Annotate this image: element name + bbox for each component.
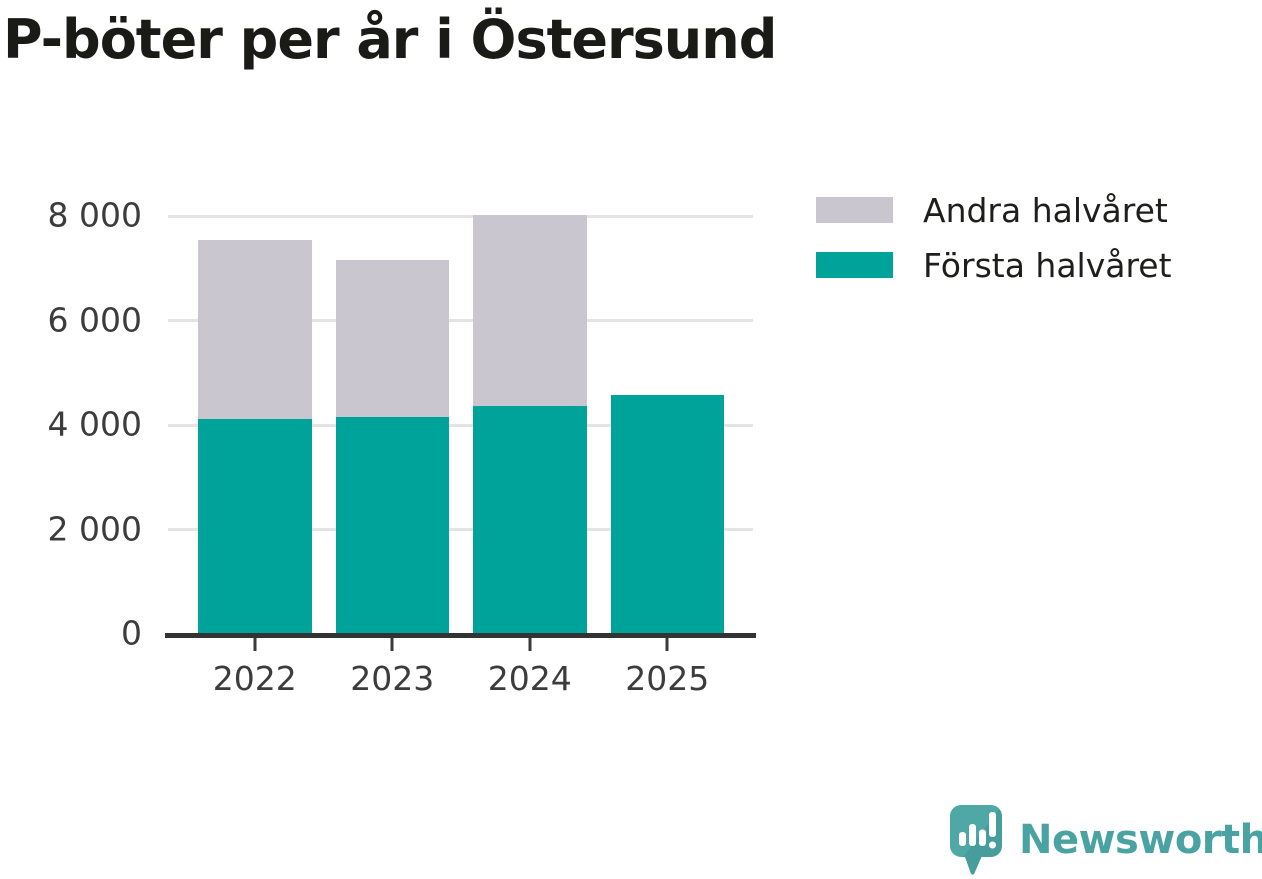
legend-label: Första halvåret	[923, 245, 1172, 285]
bar-2022-f-rsta-halv-ret	[198, 418, 312, 634]
page-title: P-böter per år i Östersund	[3, 8, 777, 71]
legend: Andra halvåret Första halvåret	[816, 191, 1172, 307]
x-axis-tick-label: 2025	[625, 659, 710, 698]
x-axis-tick-label: 2022	[212, 659, 297, 698]
x-axis-tick	[528, 638, 532, 651]
x-axis-line	[165, 633, 756, 638]
x-axis-tick-label: 2023	[350, 659, 435, 698]
bar-2023-f-rsta-halv-ret	[335, 417, 449, 634]
x-axis-tick	[253, 638, 257, 651]
newsworthy-wordmark: Newsworthy	[1019, 817, 1262, 863]
bar-2024-andra-halv-ret	[473, 214, 587, 406]
bar-2024-f-rsta-halv-ret	[473, 405, 587, 634]
y-axis-tick-label: 2 000	[47, 509, 142, 549]
y-axis-tick-label: 8 000	[47, 195, 142, 235]
x-axis-tick	[665, 638, 669, 651]
legend-swatch-andra-halvaret	[816, 197, 893, 223]
gridline-8000	[168, 214, 753, 218]
x-axis-tick	[390, 638, 394, 651]
bar-2022-andra-halv-ret	[198, 239, 312, 419]
gridline-2000	[168, 528, 753, 531]
legend-item-andra-halvaret: Andra halvåret	[816, 191, 1172, 230]
x-axis-tick-label: 2024	[487, 659, 572, 698]
y-axis-tick-label: 4 000	[47, 404, 142, 444]
bar-2025-f-rsta-halv-ret	[610, 395, 724, 634]
gridline-4000	[168, 423, 753, 427]
legend-label: Andra halvåret	[923, 190, 1168, 230]
y-axis-tick-label: 6 000	[47, 300, 142, 340]
legend-swatch-forsta-halvaret	[816, 252, 893, 278]
bar-2023-andra-halv-ret	[335, 260, 449, 418]
legend-item-forsta-halvaret: Första halvåret	[816, 246, 1172, 285]
gridline-6000	[168, 319, 753, 322]
y-axis-tick-label: 0	[121, 613, 142, 653]
newsworthy-branding: Newsworthy	[948, 803, 1262, 877]
newsworthy-logo-icon	[950, 805, 1002, 875]
